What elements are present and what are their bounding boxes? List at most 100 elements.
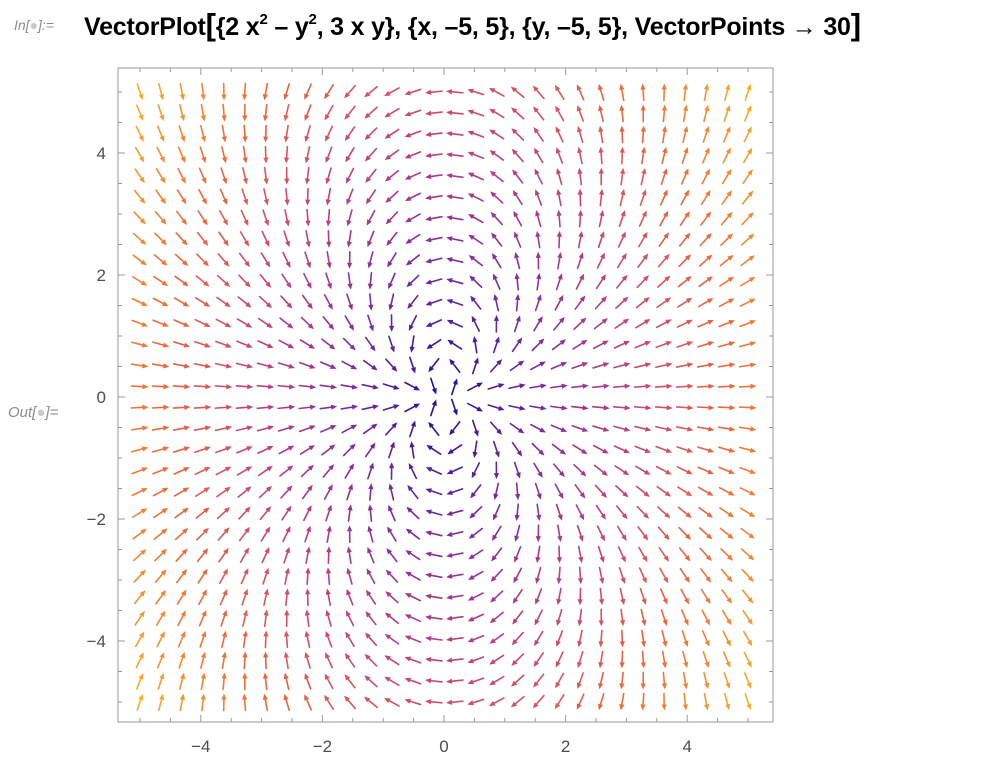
vector-arrow <box>678 547 691 562</box>
vector-arrow <box>305 567 311 586</box>
vector-arrow <box>389 314 395 332</box>
vector-arrow <box>199 630 207 648</box>
vector-arrow <box>654 405 673 411</box>
vector-arrow <box>280 295 293 309</box>
vector-arrow <box>509 360 525 372</box>
vector-arrow <box>405 528 421 540</box>
vector-arrow <box>577 125 584 144</box>
vector-arrow <box>577 545 584 564</box>
vector-arrow <box>619 608 626 627</box>
vector-arrow <box>555 105 565 122</box>
vector-arrow <box>555 672 565 689</box>
vector-arrow <box>326 525 332 543</box>
vector-arrow <box>697 298 714 308</box>
vector-arrow <box>281 505 292 521</box>
vector-arrow <box>577 650 584 669</box>
vector-arrow <box>324 673 334 690</box>
vector-arrow <box>325 125 334 142</box>
vector-arrow <box>301 484 313 500</box>
vector-arrow <box>595 504 606 520</box>
vector-arrow <box>340 404 359 410</box>
vector-arrow <box>675 426 694 432</box>
vector-arrow <box>598 146 604 165</box>
vector-arrow <box>300 464 314 478</box>
vector-arrow <box>277 404 296 410</box>
vector-arrow <box>136 83 144 101</box>
vector-arrow <box>320 361 337 369</box>
vector-arrow <box>703 671 710 690</box>
vector-arrow <box>721 168 732 185</box>
vector-arrow <box>446 509 464 516</box>
vector-arrow <box>515 293 521 312</box>
vector-arrow <box>682 104 689 123</box>
vector-arrow <box>221 82 227 101</box>
vector-arrow <box>242 82 248 101</box>
vector-arrow <box>240 568 249 585</box>
vector-arrow <box>678 526 692 540</box>
vector-arrow <box>640 692 646 711</box>
vector-arrow <box>200 693 206 712</box>
input-expression[interactable]: VectorPlot[{2 x2 – y2, 3 x y}, {x, –5, 5… <box>84 7 861 42</box>
vector-arrow <box>346 188 354 206</box>
vector-arrow <box>510 695 525 708</box>
vector-arrow <box>263 188 269 206</box>
vector-arrow <box>257 465 273 477</box>
vector-arrow <box>719 507 735 518</box>
vector-arrow <box>491 253 502 269</box>
vector-arrow <box>468 214 484 224</box>
vector-arrow <box>304 145 311 164</box>
vector-arrow <box>491 232 503 247</box>
vector-arrow <box>346 293 353 311</box>
vector-arrow <box>196 527 209 541</box>
vector-arrow <box>612 405 631 411</box>
vector-arrow <box>701 168 710 185</box>
vector-arrow <box>511 128 525 141</box>
vector-arrow <box>740 233 755 246</box>
vector-arrow <box>659 189 668 206</box>
vector-arrow <box>575 504 585 521</box>
vector-arrow <box>577 146 583 165</box>
vector-arrow <box>325 272 332 290</box>
vector-arrow <box>283 124 289 143</box>
x-tick-label: 4 <box>682 737 691 756</box>
vector-arrow <box>221 146 227 164</box>
vector-arrow <box>216 296 231 308</box>
vector-arrow <box>616 274 628 289</box>
vector-arrow <box>259 506 272 521</box>
vector-arrow <box>173 341 191 348</box>
vector-arrow <box>240 209 249 226</box>
vector-arrow <box>236 318 253 328</box>
vector-arrow <box>490 590 504 603</box>
vector-arrow <box>446 573 464 579</box>
vector-arrow <box>428 421 440 437</box>
vector-arrow <box>577 167 583 186</box>
vector-arrow <box>425 467 443 475</box>
vector-arrow <box>676 341 694 348</box>
vector-arrow <box>298 425 316 433</box>
vector-arrow <box>174 528 189 541</box>
vector-arrow <box>221 651 227 670</box>
vector-arrow <box>535 210 542 228</box>
vector-arrow <box>696 383 715 389</box>
vector-arrow <box>131 319 148 327</box>
x-tick-label: −2 <box>313 737 332 756</box>
vector-arrow <box>592 362 610 369</box>
vector-arrow <box>304 651 311 669</box>
vector-arrow <box>619 692 625 711</box>
vector-arrow <box>490 568 504 582</box>
vector-arrow <box>345 167 355 184</box>
vector-arrow <box>158 693 165 712</box>
vector-arrow <box>554 84 565 101</box>
vector-arrow <box>326 251 332 269</box>
vector-arrow <box>743 126 752 143</box>
vector-arrow <box>256 362 274 369</box>
vector-arrow <box>661 650 668 669</box>
vector-arrow <box>341 424 358 434</box>
vector-arrow <box>640 608 647 627</box>
vector-arrow <box>220 167 228 185</box>
vector-arrow <box>659 567 669 584</box>
vector-arrow <box>723 104 731 122</box>
vector-arrow <box>592 340 609 350</box>
vector-arrow <box>446 110 464 116</box>
